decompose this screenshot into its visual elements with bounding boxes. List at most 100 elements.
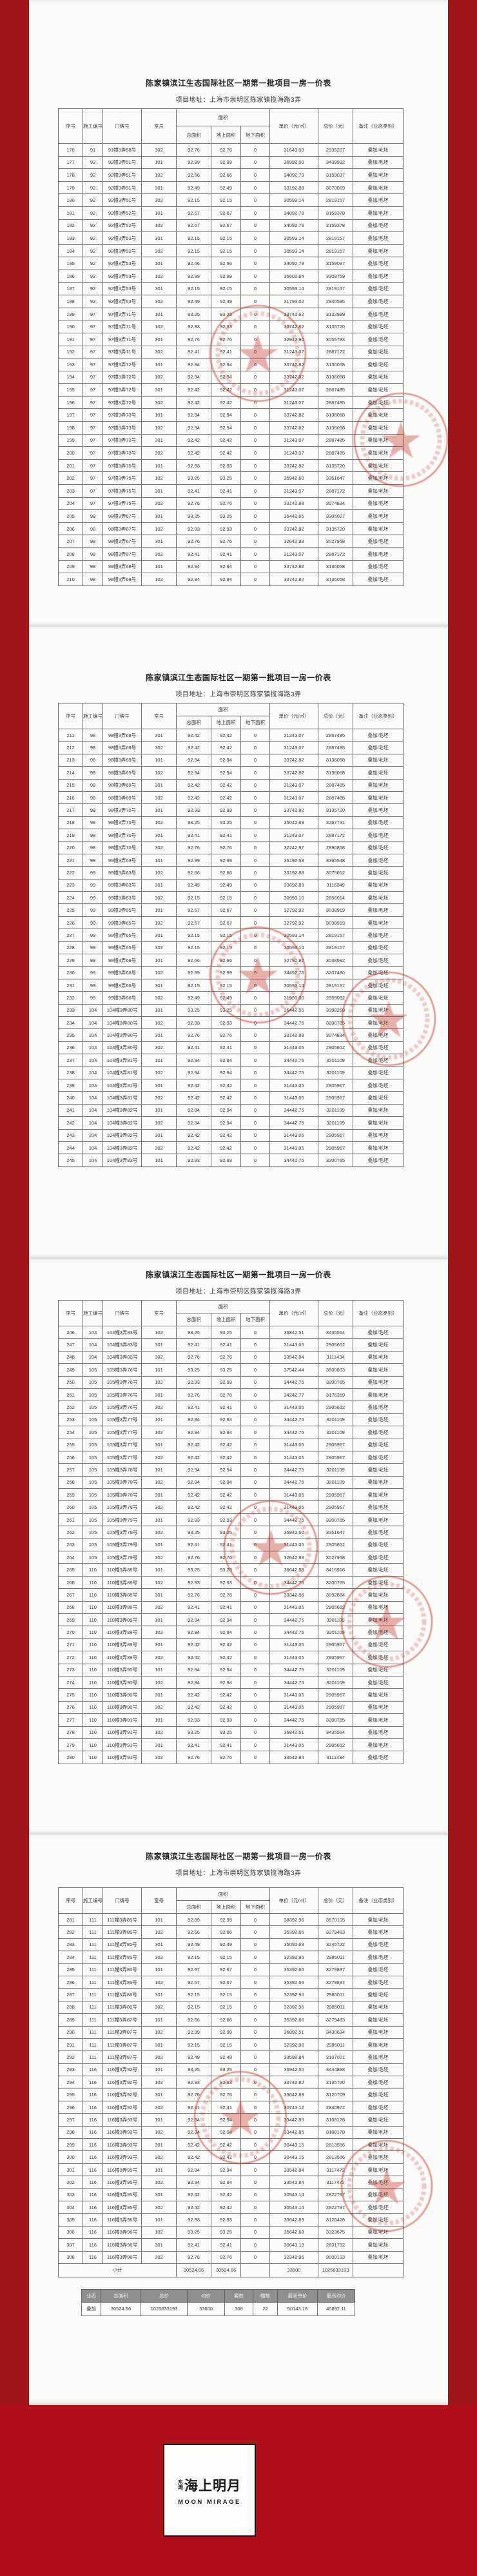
cell-area-total: 92.15 — [176, 244, 211, 258]
cell-unit-price: 35392.66 — [269, 1963, 319, 1976]
cell-note: 叠加/毛坯 — [353, 2113, 404, 2127]
cell-area-total: 92.67 — [176, 219, 211, 233]
cell-unit-price: 30993.10 — [269, 891, 319, 905]
cell-door: 105幢3弄77号 — [102, 1450, 142, 1464]
cell-seq: 227 — [58, 929, 83, 942]
cell-total-price: 2887172 — [318, 345, 354, 359]
cell-area-below: 0 — [240, 1663, 271, 1676]
col-seq: 序号 — [58, 108, 83, 144]
cell-code: 104 — [83, 1003, 103, 1017]
cell-unit-price: 32942.90 — [269, 332, 319, 346]
cell-area-above: 92.93 — [211, 1016, 241, 1030]
cell-area-below: 0 — [240, 1325, 271, 1339]
cell-note: 叠加/毛坯 — [353, 1912, 404, 1927]
cell-area-above: 92.94 — [211, 2113, 241, 2127]
cell-note: 叠加/毛坯 — [353, 497, 404, 511]
cell-code: 99 — [83, 866, 103, 880]
table-row: 281 111 111幢3弄85号 101 92.99 92.99 0 38392.96 357… — [58, 1912, 404, 1927]
cell-room: 302 — [141, 2250, 177, 2264]
cell-area-total: 92.42 — [176, 1651, 211, 1664]
cell-code: 104 — [83, 1338, 103, 1352]
cell-total-price: 3309759 — [318, 269, 354, 283]
table-row: 271 110 110幢3弄89号 301 92.42 92.42 0 31443.05 290… — [58, 1638, 404, 1652]
cell-total-price: 3135720 — [318, 522, 354, 536]
cell-seq: 228 — [58, 941, 83, 955]
cell-note: 叠加/毛坯 — [353, 1713, 404, 1727]
cell-seq: 289 — [58, 2013, 83, 2027]
cell-seq: 191 — [58, 332, 83, 346]
cell-area-total: 92.99 — [176, 853, 211, 867]
cell-room: 102 — [141, 2225, 177, 2239]
cell-area-total: 92.49 — [176, 991, 211, 1005]
cell-seq: 265 — [58, 1563, 83, 1577]
cell-note: 叠加/毛坯 — [353, 332, 404, 346]
cell-door: 97幢3弄72号 — [102, 395, 142, 409]
cell-note: 叠加/毛坯 — [353, 1463, 404, 1477]
cell-area-below: 0 — [240, 1338, 271, 1352]
cell-area-total: 92.42 — [176, 1488, 211, 1502]
table-row: 279 110 110幢3弄91号 301 92.41 92.41 0 31443.05 290… — [58, 1738, 404, 1752]
cell-door: 105幢3弄79号 — [102, 1513, 142, 1527]
cell-area-total: 92.41 — [176, 1538, 211, 1552]
cell-unit-price: 33692.83 — [269, 878, 319, 892]
cell-total-price: 3416916 — [318, 1563, 354, 1577]
cell-seq: 259 — [58, 1488, 83, 1502]
col-area-total: 总面积 — [176, 716, 211, 729]
table-row: 242 104 104幢3弄82号 102 92.94 92.94 0 34442.75 320… — [58, 1116, 404, 1130]
cell-seq: 193 — [58, 358, 83, 371]
cell-seq: 215 — [58, 778, 83, 792]
cell-door: 92幢3弄53号 — [102, 295, 142, 308]
cell-room: 302 — [141, 2000, 177, 2014]
cell-code: 111 — [83, 1951, 103, 1964]
summary-header-row: 业态 总面积 总价 均价 套数 幢数 最高单价 最高均价 — [81, 2288, 355, 2303]
cell-area-above: 92.76 — [211, 2250, 241, 2264]
cell-door: 111幢3弄87号 — [102, 2050, 142, 2064]
cell-note: 叠加/毛坯 — [353, 345, 404, 359]
cell-room: 302 — [141, 395, 177, 409]
cell-note: 叠加/毛坯 — [353, 991, 404, 1005]
cell-door: 111幢3弄85号 — [102, 1912, 142, 1927]
cell-area-above: 92.42 — [211, 433, 241, 447]
table-row: 214 98 98幢3弄69号 102 92.94 92.94 0 33742.82 31360… — [58, 766, 404, 780]
cell-note: 叠加/毛坯 — [353, 2038, 404, 2052]
table-row: 198 97 97幢3弄73号 102 92.94 92.94 0 33742.82 31360… — [58, 421, 404, 435]
cell-room: 101 — [141, 954, 177, 967]
cell-room: 101 — [141, 803, 177, 817]
cell-code: 91 — [83, 143, 103, 157]
cell-note: 叠加/毛坯 — [353, 778, 404, 792]
cell-room: 102 — [141, 1375, 177, 1389]
cell-total-price: 3279483 — [318, 2013, 354, 2027]
cell-total-price: 3136058 — [318, 358, 354, 371]
cell-unit-price: 31443.05 — [269, 1128, 319, 1142]
cell-area-above: 92.42 — [211, 1500, 241, 1514]
cell-door: 110幢3弄88号 — [102, 1600, 142, 1614]
cell-total-price: 3136058 — [318, 573, 354, 586]
cell-note: 叠加/毛坯 — [353, 966, 404, 979]
cell-seq: 239 — [58, 1078, 83, 1092]
table-row: 294 116 116幢3弄92号 102 92.93 92.93 0 33742.82 313… — [58, 2076, 404, 2089]
cell-seq: 261 — [58, 1513, 83, 1527]
cell-door: 104幢3弄80号 — [102, 1028, 142, 1042]
cell-door: 92幢3弄51号 — [102, 193, 142, 207]
cell-seq: 257 — [58, 1463, 83, 1477]
cell-total-price: 3136058 — [318, 370, 354, 384]
table-row: 243 104 104幢3弄82号 301 92.42 92.42 0 31443.05 290… — [58, 1128, 404, 1142]
cell-area-total: 93.25 — [176, 471, 211, 486]
cell-area-above: 92.76 — [211, 535, 241, 548]
cell-area-below: 0 — [240, 231, 271, 245]
cell-area-above: 92.99 — [211, 155, 241, 170]
cell-unit-price: 33742.82 — [269, 370, 319, 384]
cell-total-price: 3365548 — [318, 853, 354, 867]
col-room: 室号 — [141, 108, 177, 144]
cell-code: 92 — [83, 295, 103, 308]
cell-note: 叠加/毛坯 — [353, 916, 404, 930]
cell-seq: 250 — [58, 1375, 83, 1389]
cell-area-below: 0 — [240, 1526, 271, 1539]
cell-total-price: 2905967 — [318, 1688, 354, 1702]
cell-note: 叠加/毛坯 — [353, 954, 404, 967]
cell-note: 叠加/毛坯 — [353, 168, 404, 182]
cell-area-total: 92.94 — [176, 1426, 211, 1439]
table-row: 206 98 98幢3弄67号 102 92.93 92.93 0 33742.82 31357… — [58, 522, 404, 536]
cell-area-below: 0 — [240, 728, 271, 742]
